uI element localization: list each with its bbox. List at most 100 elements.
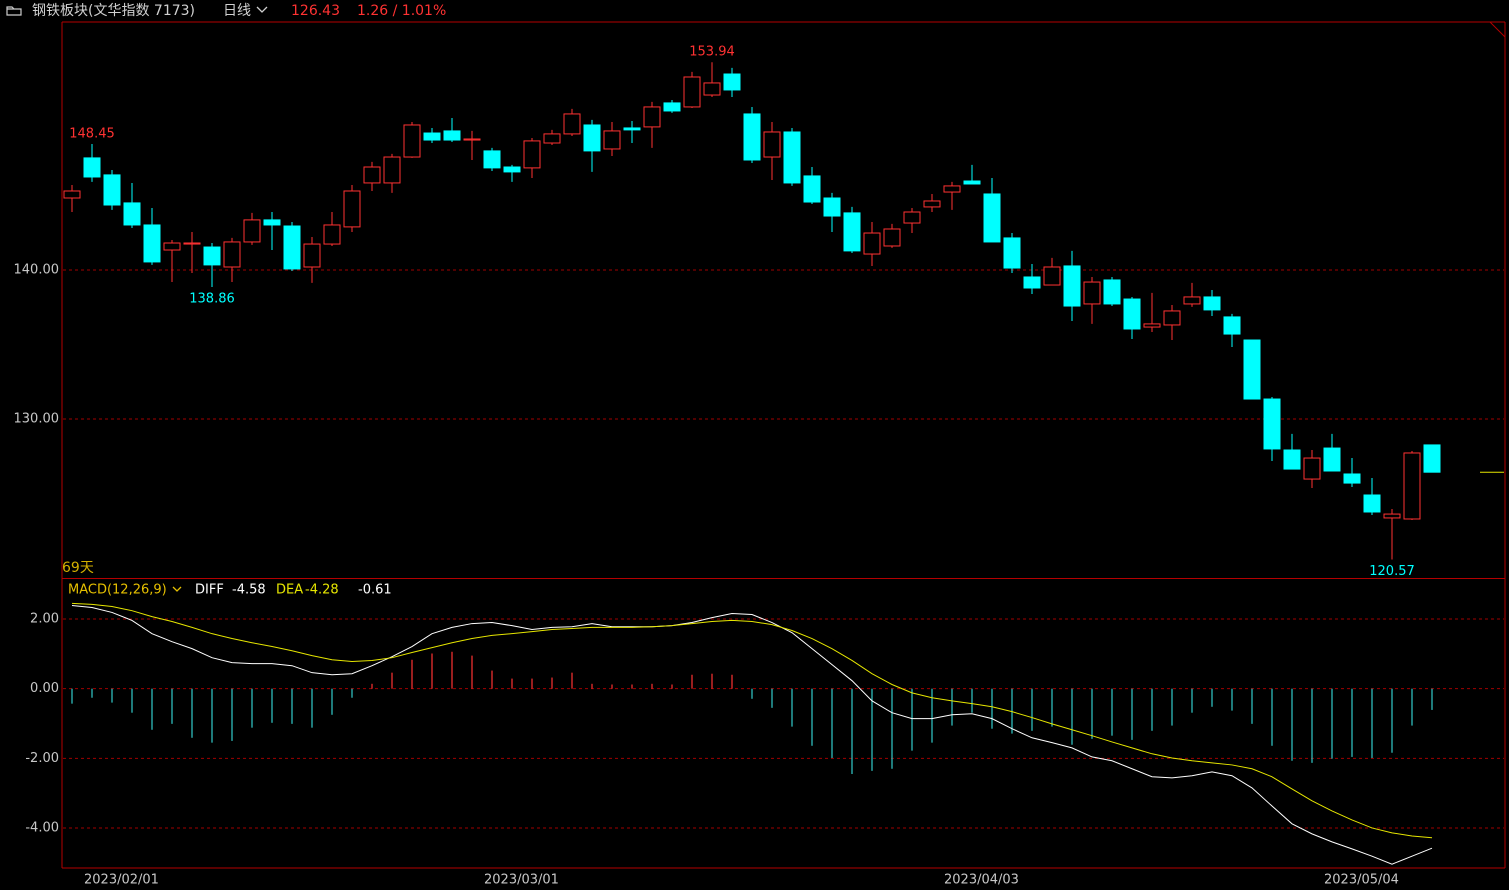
y-tick-label: -2.00	[25, 751, 59, 766]
candle-body	[1323, 447, 1341, 472]
last-price: 126.43	[291, 3, 340, 19]
candle-body	[403, 124, 421, 158]
candle-body	[1383, 513, 1401, 519]
candle-body	[1363, 494, 1381, 513]
high-label: 148.45	[69, 127, 115, 142]
y-tick-label: 2.00	[30, 612, 59, 627]
legend-value: -4.58	[232, 583, 266, 598]
macd-title[interactable]: MACD(12,26,9)	[68, 583, 167, 598]
candle-body	[1403, 452, 1421, 520]
candle-body	[243, 219, 261, 243]
candle-body	[1023, 276, 1041, 289]
low-label: 138.86	[189, 291, 235, 306]
candle-body	[463, 138, 481, 141]
candle-body	[303, 243, 321, 268]
x-tick-label: 2023/03/01	[484, 873, 559, 888]
candle-body	[183, 242, 201, 245]
period-selector[interactable]: 日线	[223, 3, 251, 19]
candle-body	[783, 131, 801, 184]
legend-name: DIFF	[195, 583, 224, 598]
candle-body	[83, 157, 101, 178]
candle-body	[883, 228, 901, 247]
candle-body	[343, 190, 361, 228]
candle-body	[583, 124, 601, 152]
candle-body	[563, 113, 581, 135]
header-icon	[6, 6, 22, 16]
candle-body	[803, 175, 821, 203]
macd-line	[71, 602, 1433, 839]
legend-value: -4.28	[305, 583, 339, 598]
candle-body	[623, 127, 641, 131]
candle-body	[983, 193, 1001, 243]
x-tick-label: 2023/05/04	[1324, 873, 1399, 888]
candle-body	[683, 76, 701, 108]
y-tick-label: -4.00	[25, 820, 59, 835]
candle-body	[703, 82, 721, 96]
candle-body	[1263, 398, 1281, 450]
candle-body	[1423, 444, 1441, 473]
candle-body	[1063, 265, 1081, 307]
candle-body	[743, 113, 761, 161]
low-label: 120.57	[1369, 564, 1415, 579]
candle-body	[123, 202, 141, 226]
candle-body	[283, 225, 301, 270]
candle-body	[1103, 279, 1121, 305]
candle-body	[1223, 316, 1241, 335]
price-change: 1.26 / 1.01%	[357, 3, 446, 19]
y-tick-label: 130.00	[14, 411, 60, 426]
candle-body	[1343, 473, 1361, 484]
candle-body	[603, 130, 621, 150]
macd-chevron[interactable]	[172, 586, 182, 592]
candle-body	[543, 133, 561, 144]
y-tick-label: 140.00	[14, 262, 60, 277]
candle-body	[1203, 296, 1221, 311]
candle-body	[383, 156, 401, 184]
legend-value: -0.61	[358, 583, 392, 598]
candle-body	[483, 150, 501, 169]
candle-body	[363, 166, 381, 184]
candle-body	[963, 180, 981, 185]
candle-body	[663, 102, 681, 112]
candle-body	[63, 190, 81, 199]
high-label: 153.94	[689, 45, 735, 60]
candle-body	[103, 174, 121, 206]
candle-body	[263, 219, 281, 226]
candle-body	[163, 242, 181, 251]
candle-body	[723, 73, 741, 91]
candle-body	[903, 211, 921, 224]
candle-body	[1163, 310, 1181, 326]
candle-body	[443, 130, 461, 141]
candle-body	[523, 140, 541, 169]
candle-body	[1183, 296, 1201, 305]
candle-body	[1083, 281, 1101, 305]
candle-body	[223, 241, 241, 268]
candle-body	[863, 232, 881, 255]
x-tick-label: 2023/04/03	[944, 873, 1019, 888]
candle-body	[1243, 339, 1261, 400]
instrument-name: 钢铁板块(文华指数 7173)	[32, 3, 195, 19]
candle-body	[423, 132, 441, 141]
period-count: 69天	[62, 560, 94, 576]
x-tick-label: 2023/02/01	[84, 873, 159, 888]
candle-body	[643, 106, 661, 128]
candle-body	[823, 197, 841, 217]
candle-body	[1043, 266, 1061, 286]
candle-body	[1283, 449, 1301, 470]
candle-body	[1003, 237, 1021, 269]
period-chevron[interactable]	[256, 6, 268, 13]
candle-body	[763, 131, 781, 158]
candle-body	[923, 200, 941, 208]
candle-body	[943, 185, 961, 193]
candle-body	[1123, 298, 1141, 330]
macd-line	[71, 604, 1433, 865]
candle-body	[1303, 457, 1321, 480]
candle-body	[203, 246, 221, 266]
candle-body	[323, 224, 341, 245]
frame	[61, 21, 1506, 869]
candle-body	[843, 212, 861, 252]
legend-name: DEA	[276, 583, 303, 598]
y-tick-label: 0.00	[30, 681, 59, 696]
candle-body	[1143, 323, 1161, 328]
candle-body	[143, 224, 161, 263]
